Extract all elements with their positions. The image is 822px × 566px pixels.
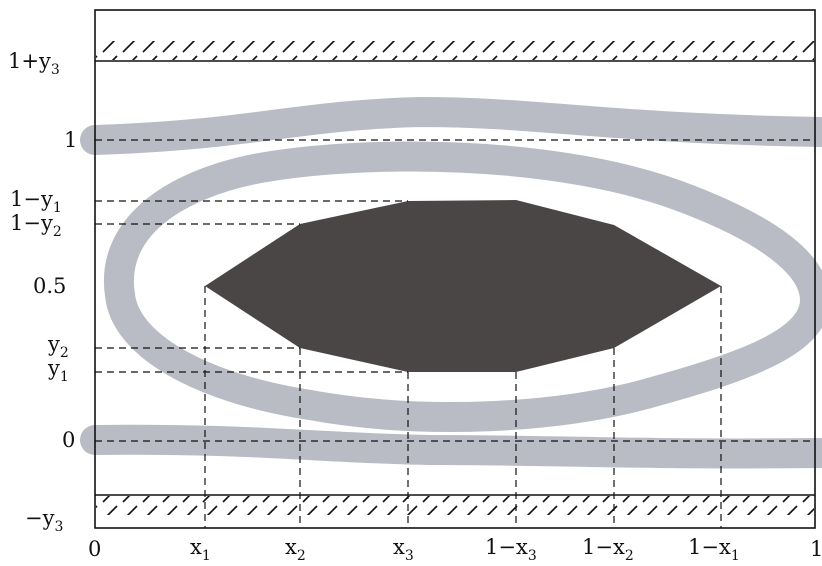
y-label-one-minus-y2: 1−y2 <box>10 211 62 240</box>
x-label-one-minus-x1: 1−x1 <box>688 535 740 564</box>
x-label-one: 1 <box>810 537 822 561</box>
x-axis-labels: 0 x1 x2 x3 1−x3 1−x2 1−x1 1 <box>88 535 822 564</box>
y-label-half: 0.5 <box>33 274 66 298</box>
y-label-y1: y1 <box>47 356 69 385</box>
y-axis-labels: 1+y3 1 1−y1 1−y2 0.5 y2 y1 0 −y3 <box>8 49 77 535</box>
x-label-x2: x2 <box>285 535 306 564</box>
vertical-guides <box>204 286 722 528</box>
x-label-x3: x3 <box>393 535 414 564</box>
x-label-one-minus-x2: 1−x2 <box>582 535 634 564</box>
upper-trace-band <box>80 97 822 155</box>
y-label-one-minus-y1: 1−y1 <box>10 187 62 216</box>
eye-opening-polygon <box>205 200 721 372</box>
horizontal-guides <box>95 139 815 442</box>
y-label-zero: 0 <box>62 428 75 452</box>
y-label-y2: y2 <box>47 332 69 361</box>
lower-trace-band <box>80 424 822 469</box>
x-label-one-minus-x3: 1−x3 <box>485 535 537 564</box>
x-label-x1: x1 <box>190 535 211 564</box>
y-label-one: 1 <box>64 128 77 152</box>
upper-bound-hatch <box>95 41 815 62</box>
plot-frame <box>94 9 816 529</box>
x-label-zero: 0 <box>88 537 101 561</box>
y-label-minus-y3: −y3 <box>25 506 63 535</box>
y-label-one-plus-y3: 1+y3 <box>8 49 60 78</box>
lower-bound-hatch <box>95 494 815 515</box>
